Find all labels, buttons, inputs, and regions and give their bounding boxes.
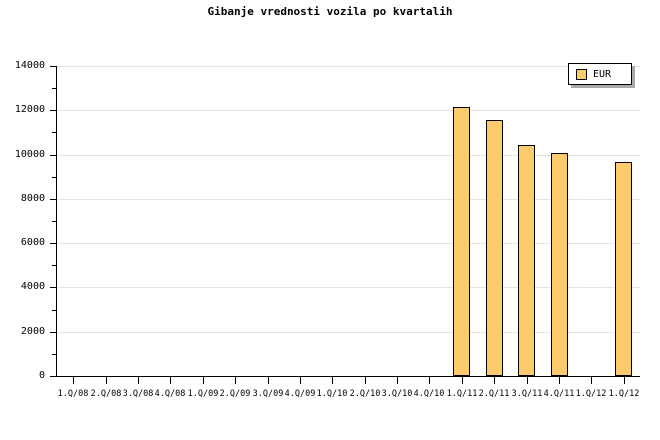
x-axis-tick — [429, 377, 430, 384]
y-axis-label: 14000 — [14, 60, 45, 71]
x-axis-line — [56, 376, 640, 377]
y-axis-minor-tick — [52, 353, 57, 355]
gridline — [57, 287, 640, 289]
x-axis-label: 4.Q/10 — [413, 389, 445, 399]
y-axis-label: 4000 — [20, 281, 45, 293]
bar — [615, 162, 632, 376]
x-axis-tick — [365, 377, 366, 384]
y-axis-minor-tick — [52, 309, 57, 311]
x-axis-tick — [170, 377, 171, 384]
x-axis-tick — [591, 377, 592, 384]
x-axis-label: 3.Q/08 — [122, 389, 154, 399]
x-axis-label: 1.Q/12 — [608, 389, 640, 399]
y-axis-label: 0 — [38, 370, 45, 381]
y-axis-tick — [50, 376, 57, 377]
x-axis-label: 4.Q/08 — [154, 389, 186, 399]
x-axis-tick — [73, 377, 74, 384]
x-axis-tick — [268, 377, 269, 384]
x-axis-label: 3.Q/09 — [252, 389, 284, 399]
x-axis-tick — [203, 377, 204, 384]
y-axis-minor-tick — [52, 221, 57, 222]
chart-title: Gibanje vrednosti vozila po kvartalih — [207, 5, 453, 18]
x-axis-label: 2.Q/09 — [219, 389, 251, 399]
y-axis-minor-tick — [52, 132, 57, 134]
y-axis-minor-tick — [52, 176, 57, 178]
x-axis-label: 1.Q/11 — [446, 389, 478, 399]
x-axis-label: 2.Q/08 — [90, 389, 122, 399]
y-axis-label: 10000 — [14, 148, 45, 160]
bar — [486, 120, 503, 376]
x-axis-label: 3.Q/10 — [381, 389, 413, 399]
x-axis-tick — [106, 377, 107, 384]
x-axis-label: 1.Q/08 — [57, 389, 89, 399]
y-axis-tick — [50, 110, 57, 112]
y-axis-tick — [50, 243, 57, 245]
y-axis-tick — [50, 66, 57, 67]
y-axis-tick — [50, 154, 57, 156]
gridline — [57, 331, 640, 333]
y-axis-label: 2000 — [20, 325, 45, 337]
x-axis-tick — [138, 377, 139, 384]
x-axis-tick — [332, 377, 333, 384]
x-axis-label: 2.Q/11 — [478, 389, 510, 399]
x-axis-label: 4.Q/11 — [543, 389, 575, 399]
x-axis-label: 1.Q/10 — [316, 389, 348, 399]
x-axis-tick — [462, 377, 463, 384]
gridline — [57, 66, 640, 67]
x-axis-label: 3.Q/11 — [511, 389, 543, 399]
bar — [453, 107, 470, 376]
y-axis-label: 8000 — [20, 192, 45, 204]
y-axis-minor-tick — [52, 265, 57, 267]
x-axis-label: 4.Q/09 — [284, 389, 316, 399]
x-axis-tick — [235, 377, 236, 384]
y-axis-tick — [50, 287, 57, 289]
y-axis-label: 6000 — [20, 237, 45, 249]
legend-swatch-eur — [576, 68, 587, 80]
gridline — [57, 243, 640, 245]
gridline — [57, 110, 640, 112]
plot-area — [57, 66, 640, 376]
y-axis-tick — [50, 198, 57, 200]
x-axis-tick — [300, 377, 301, 384]
y-axis-tick — [50, 331, 57, 333]
gridline — [57, 198, 640, 200]
x-axis-tick — [559, 377, 560, 384]
x-axis-label: 1.Q/09 — [187, 389, 219, 399]
bar — [551, 153, 568, 376]
x-axis-tick — [527, 377, 528, 384]
gridline — [57, 154, 640, 156]
legend-label-eur: EUR — [593, 68, 612, 80]
y-axis-minor-tick — [52, 88, 57, 90]
x-axis-tick — [624, 377, 625, 384]
x-axis-label: 1.Q/12 — [575, 389, 607, 399]
x-axis-tick — [494, 377, 495, 384]
legend: EUR — [568, 63, 632, 85]
y-axis-label: 12000 — [14, 104, 45, 116]
x-axis-label: 2.Q/10 — [349, 389, 381, 399]
x-axis-tick — [397, 377, 398, 384]
bar — [518, 145, 535, 376]
